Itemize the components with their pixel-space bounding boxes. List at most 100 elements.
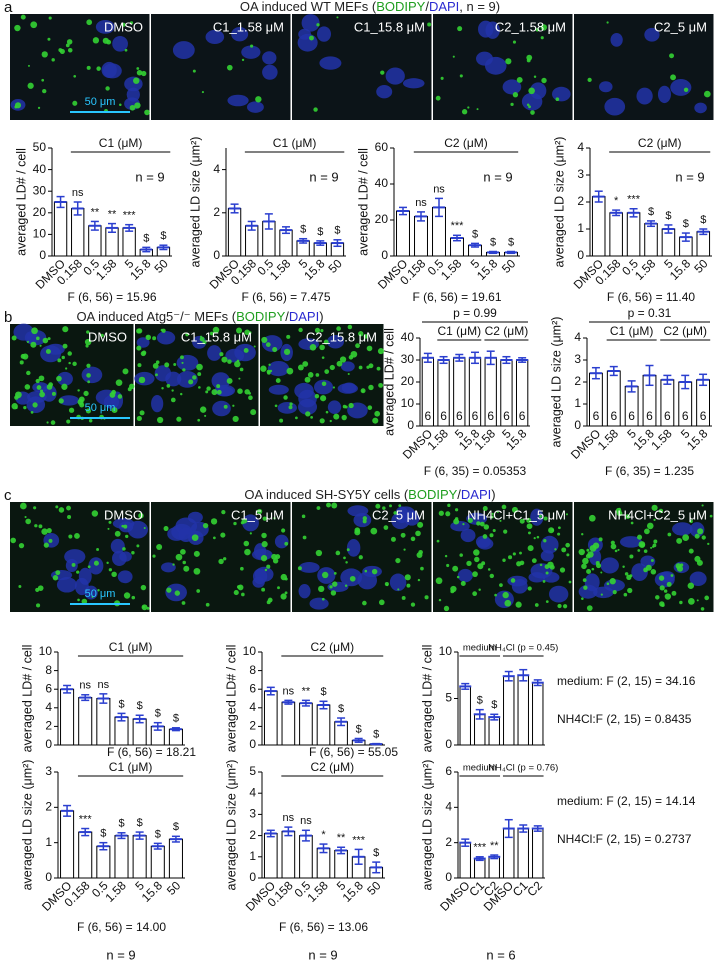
lipid-droplet <box>264 568 268 572</box>
anova-label: F (6, 56) = 14.00 <box>77 920 166 934</box>
lipid-droplet <box>629 554 634 559</box>
lipid-droplet <box>548 527 555 534</box>
lipid-droplet <box>536 535 540 539</box>
nucleus <box>117 570 133 584</box>
lipid-droplet <box>527 545 534 552</box>
y-tick-label: 0 <box>249 737 256 751</box>
nucleus <box>41 384 57 402</box>
lipid-droplet <box>472 591 478 597</box>
lipid-droplet <box>144 109 150 116</box>
y-tick-label: 10 <box>39 644 53 658</box>
nucleus <box>502 79 522 95</box>
lipid-droplet <box>447 503 451 508</box>
lipid-droplet <box>289 402 293 406</box>
lipid-droplet <box>155 373 158 377</box>
bar <box>150 845 165 879</box>
lipid-droplet <box>331 502 338 509</box>
lipid-droplet <box>410 536 416 542</box>
lipid-droplet <box>209 331 214 336</box>
lipid-droplet <box>323 339 329 345</box>
y-tick-label: 40 <box>401 330 415 344</box>
lipid-droplet <box>435 95 441 101</box>
lipid-droplet <box>210 518 218 525</box>
lipid-droplet <box>249 532 252 535</box>
lipid-droplet <box>535 28 540 32</box>
lipid-droplet <box>41 78 45 82</box>
title-part: OA induced Atg5⁻/⁻ MEFs ( <box>76 309 236 324</box>
lipid-droplet <box>192 375 197 380</box>
lipid-droplet <box>367 405 373 410</box>
bar <box>281 830 296 879</box>
x-tick-label: 15.8 <box>301 256 328 283</box>
lipid-droplet <box>533 75 537 78</box>
lipid-droplet <box>283 395 288 400</box>
lipid-droplet <box>166 384 171 388</box>
nucleus <box>110 538 125 554</box>
lipid-droplet <box>65 43 70 48</box>
lipid-droplet <box>111 571 117 578</box>
bar-n-label: 6 <box>487 409 494 423</box>
lipid-droplet <box>510 102 514 107</box>
bar-n-label: 6 <box>472 409 479 423</box>
lipid-droplet <box>565 513 569 516</box>
lipid-droplet <box>76 570 80 574</box>
lipid-droplet <box>494 593 497 597</box>
lipid-droplet <box>336 326 341 331</box>
lipid-droplet <box>676 537 683 544</box>
lipid-droplet <box>55 570 61 576</box>
lipid-droplet <box>370 527 378 535</box>
lipid-droplet <box>538 514 542 518</box>
lipid-droplet <box>557 526 561 530</box>
lipid-droplet <box>133 77 140 84</box>
nucleus <box>507 575 528 587</box>
lipid-droplet <box>30 21 38 29</box>
nucleus <box>694 102 707 114</box>
significance-label: $ <box>373 847 379 859</box>
y-tick-label: 0 <box>445 737 452 751</box>
nucleus <box>40 345 61 363</box>
lipid-droplet <box>199 336 205 342</box>
lipid-droplet <box>181 361 184 364</box>
lipid-droplet <box>137 363 142 368</box>
nucleus <box>231 26 249 42</box>
significance-label: $ <box>155 828 161 840</box>
bar <box>396 210 410 257</box>
nucleus <box>548 585 569 603</box>
lipid-droplet <box>46 384 53 390</box>
bar-n-label: 6 <box>682 409 689 423</box>
lipid-droplet <box>658 508 664 514</box>
bar <box>96 845 111 879</box>
lipid-droplet <box>545 600 549 603</box>
lipid-droplet <box>526 54 533 61</box>
bar <box>60 810 75 879</box>
lipid-droplet <box>92 37 100 44</box>
lipid-droplet <box>316 23 320 27</box>
lipid-droplet <box>48 538 53 543</box>
x-tick-label: 1.58 <box>102 878 129 905</box>
lipid-droplet <box>382 506 386 510</box>
lipid-droplet <box>222 557 227 561</box>
lipid-droplet <box>415 530 421 537</box>
significance-label: $ <box>338 703 344 715</box>
lipid-droplet <box>410 602 416 607</box>
lipid-droplet <box>474 556 480 563</box>
lipid-droplet <box>585 553 591 559</box>
nucleus <box>119 551 132 562</box>
lipid-droplet <box>26 340 30 343</box>
lipid-droplet <box>221 509 226 515</box>
lipid-droplet <box>512 92 519 98</box>
lipid-droplet <box>261 541 268 548</box>
lipid-droplet <box>438 598 442 602</box>
lipid-droplet <box>316 506 321 510</box>
significance-label: $ <box>118 698 124 710</box>
lipid-droplet <box>454 508 459 512</box>
nucleus <box>689 571 707 586</box>
lipid-droplet <box>221 356 228 363</box>
lipid-droplet <box>630 521 634 525</box>
bar <box>644 223 658 257</box>
lipid-droplet <box>358 555 363 560</box>
lipid-droplet <box>73 74 77 78</box>
y-tick-label: 0 <box>381 248 388 262</box>
lipid-droplet <box>286 367 294 375</box>
lipid-droplet <box>496 510 499 514</box>
